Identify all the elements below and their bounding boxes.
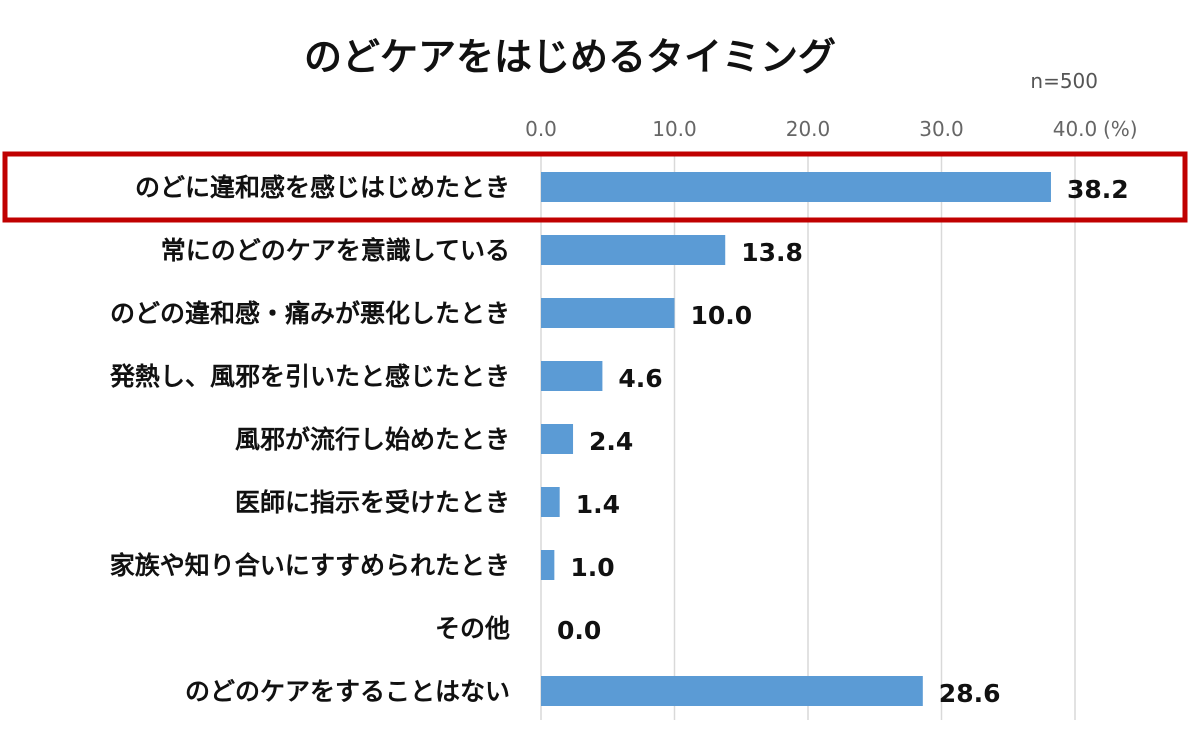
value-label: 1.4 — [576, 490, 620, 519]
unit-label: (%) — [1103, 117, 1138, 141]
bar — [541, 676, 923, 706]
value-label: 10.0 — [691, 301, 753, 330]
x-tick-label: 0.0 — [525, 117, 557, 141]
bar — [541, 487, 560, 517]
highlight-frame — [2, 151, 1188, 223]
category-label: 風邪が流行し始めたとき — [235, 425, 510, 454]
value-label: 0.0 — [557, 616, 601, 645]
category-label: その他 — [435, 614, 510, 643]
bars — [541, 172, 1051, 706]
sample-size: n=500 — [1030, 69, 1098, 93]
chart-title: のどケアをはじめるタイミング — [304, 35, 836, 79]
bar — [541, 424, 574, 454]
x-tick-label: 30.0 — [919, 117, 964, 141]
category-label: 家族や知り合いにすすめられたとき — [110, 551, 510, 580]
value-label: 4.6 — [618, 364, 662, 393]
highlight — [2, 151, 1188, 223]
x-tick-label: 10.0 — [652, 117, 697, 141]
category-label: のどの違和感・痛みが悪化したとき — [110, 299, 510, 328]
bar — [541, 550, 555, 580]
value-labels: 38.2 13.8 10.0 4.6 2.4 1.4 1.0 0.0 28.6 — [557, 175, 1129, 708]
category-label: 医師に指示を受けたとき — [235, 488, 510, 517]
value-label: 28.6 — [939, 679, 1001, 708]
bar — [541, 235, 726, 265]
value-label: 2.4 — [589, 427, 633, 456]
value-label: 13.8 — [741, 238, 803, 267]
category-label: 発熱し、風邪を引いたと感じたとき — [109, 362, 510, 391]
bar — [541, 298, 675, 328]
bar — [541, 361, 603, 391]
category-label: のどに違和感を感じはじめたとき — [135, 173, 510, 202]
x-tick-label: 20.0 — [786, 117, 831, 141]
value-label: 38.2 — [1067, 175, 1129, 204]
x-axis-ticks: 0.0 10.0 20.0 30.0 40.0 — [525, 117, 1097, 141]
x-tick-label: 40.0 — [1053, 117, 1098, 141]
category-label: 常にのどのケアを意識している — [161, 236, 510, 265]
value-label: 1.0 — [570, 553, 614, 582]
category-labels: のどに違和感を感じはじめたとき常にのどのケアを意識しているのどの違和感・痛みが悪… — [109, 173, 510, 706]
category-label: のどのケアをすることはない — [185, 677, 510, 706]
bar — [541, 172, 1051, 202]
